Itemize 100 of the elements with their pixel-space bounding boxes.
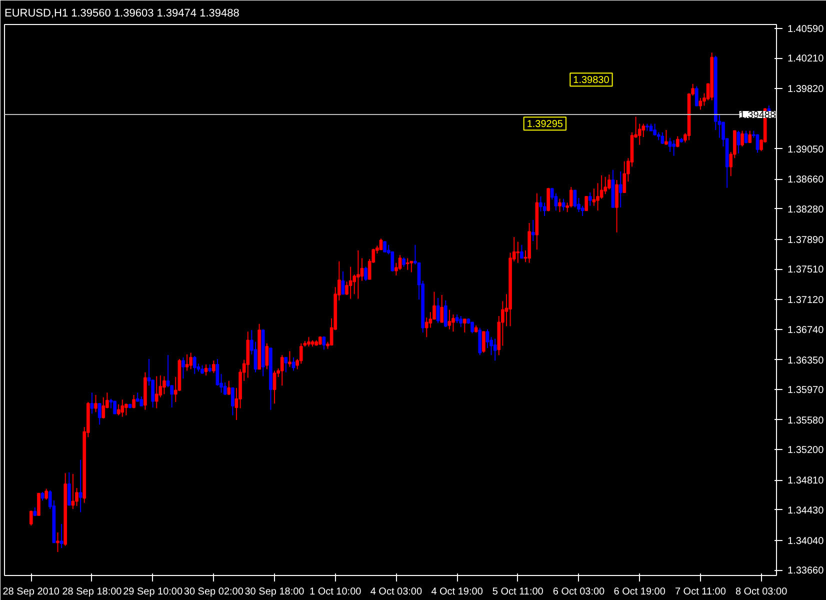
candlestick (444, 300, 448, 328)
candlestick (162, 376, 166, 395)
y-tick-label: 1.37120 (788, 295, 824, 306)
candlestick (402, 256, 406, 268)
candlestick (284, 356, 288, 373)
candlestick (94, 394, 98, 413)
candlestick (98, 403, 102, 426)
x-tick-label: 8 Oct 03:00 (735, 586, 788, 598)
candlestick (60, 523, 64, 549)
candlestick (580, 205, 584, 216)
candlestick (542, 202, 546, 216)
chart-title: EURUSD,H1 1.39560 1.39603 1.39474 1.39488 (4, 8, 240, 20)
candlestick (588, 192, 592, 206)
candlestick (448, 309, 452, 330)
candlestick (132, 394, 136, 409)
candlestick (668, 137, 672, 152)
candlestick (154, 376, 158, 409)
candlestick (383, 240, 386, 252)
candlestick (516, 241, 520, 264)
candlestick (120, 399, 124, 418)
candlestick (756, 134, 760, 154)
candlestick (185, 354, 189, 372)
candlestick (113, 400, 116, 414)
x-tick-label: 4 Oct 19:00 (431, 586, 484, 598)
y-tick-label: 1.40590 (788, 24, 824, 35)
candlestick (459, 316, 463, 328)
y-tick-label: 1.39820 (788, 84, 824, 96)
candlestick (204, 364, 208, 376)
candlestick (410, 260, 414, 273)
y-tick-label: 1.40210 (788, 54, 824, 65)
candlestick (493, 338, 497, 362)
y-tick-label: 1.37890 (788, 234, 824, 246)
candlestick (379, 238, 383, 250)
annotation: 1.39830 (573, 75, 610, 86)
x-tick-label: 28 Sep 2010 (2, 586, 60, 598)
candlestick (592, 188, 596, 206)
candlestick (482, 331, 486, 354)
candlestick (307, 336, 310, 348)
candlestick (116, 404, 120, 416)
candlestick (212, 360, 216, 374)
y-tick-label: 1.34430 (788, 505, 824, 516)
candlestick (78, 459, 82, 513)
x-tick-label: 28 Sep 18:00 (62, 586, 122, 598)
candlestick (254, 341, 258, 373)
candlestick (694, 86, 698, 106)
y-tick-label: 1.35970 (788, 384, 824, 396)
candlestick (182, 356, 185, 380)
candlestick (364, 266, 368, 282)
candlestick (292, 356, 296, 372)
candlestick (192, 355, 196, 374)
candlestick (272, 370, 276, 404)
candlestick (398, 254, 402, 270)
candlestick (604, 176, 608, 195)
candlestick (356, 250, 360, 300)
x-tick-label: 7 Oct 11:00 (674, 586, 726, 598)
candlestick (486, 328, 490, 349)
candlestick (102, 396, 106, 419)
candlestick (531, 219, 535, 242)
candlestick (615, 180, 618, 233)
candlestick (740, 130, 744, 147)
y-tick-label: 1.37510 (788, 264, 824, 276)
candlestick (288, 350, 292, 368)
candlestick (520, 244, 524, 259)
y-tick-label: 1.34040 (788, 536, 824, 547)
candlestick (618, 170, 622, 208)
candlestick (280, 354, 284, 386)
candlestick (622, 160, 626, 194)
candlestick (562, 198, 566, 212)
candlestick (231, 387, 234, 416)
annotation: 1.39295 (526, 119, 564, 130)
candlestick (558, 198, 562, 213)
candlestick (406, 258, 410, 270)
candlestick (216, 358, 220, 386)
y-tick-label: 1.33660 (788, 566, 824, 577)
candlestick (440, 294, 444, 323)
x-tick-label: 1 Oct 10:00 (310, 586, 362, 598)
y-tick-label: 1.35200 (788, 445, 824, 456)
x-tick-label: 4 Oct 03:00 (370, 586, 422, 598)
candlestick (140, 396, 144, 406)
y-tick-label: 1.34810 (788, 476, 824, 487)
candlestick (189, 352, 193, 370)
candlestick (322, 336, 326, 350)
y-tick-label: 1.36350 (788, 355, 824, 366)
candlestick (462, 318, 466, 333)
candlestick (348, 266, 352, 300)
candlestick (227, 380, 231, 396)
candlestick (653, 123, 656, 136)
candlestick (698, 97, 702, 110)
y-tick-label: 1.36740 (788, 324, 824, 336)
candlestick (29, 510, 33, 526)
x-tick-label: 29 Sep 10:00 (123, 586, 183, 598)
x-tick-label: 6 Oct 03:00 (552, 586, 606, 598)
candlestick (67, 472, 71, 506)
candlestick (672, 140, 676, 156)
candlestick (744, 130, 748, 144)
x-tick-label: 6 Oct 19:00 (614, 586, 666, 598)
x-tick-label: 5 Oct 11:00 (492, 586, 544, 598)
candlestick (539, 196, 542, 212)
candlestick (736, 130, 740, 154)
candlestick (37, 492, 40, 516)
